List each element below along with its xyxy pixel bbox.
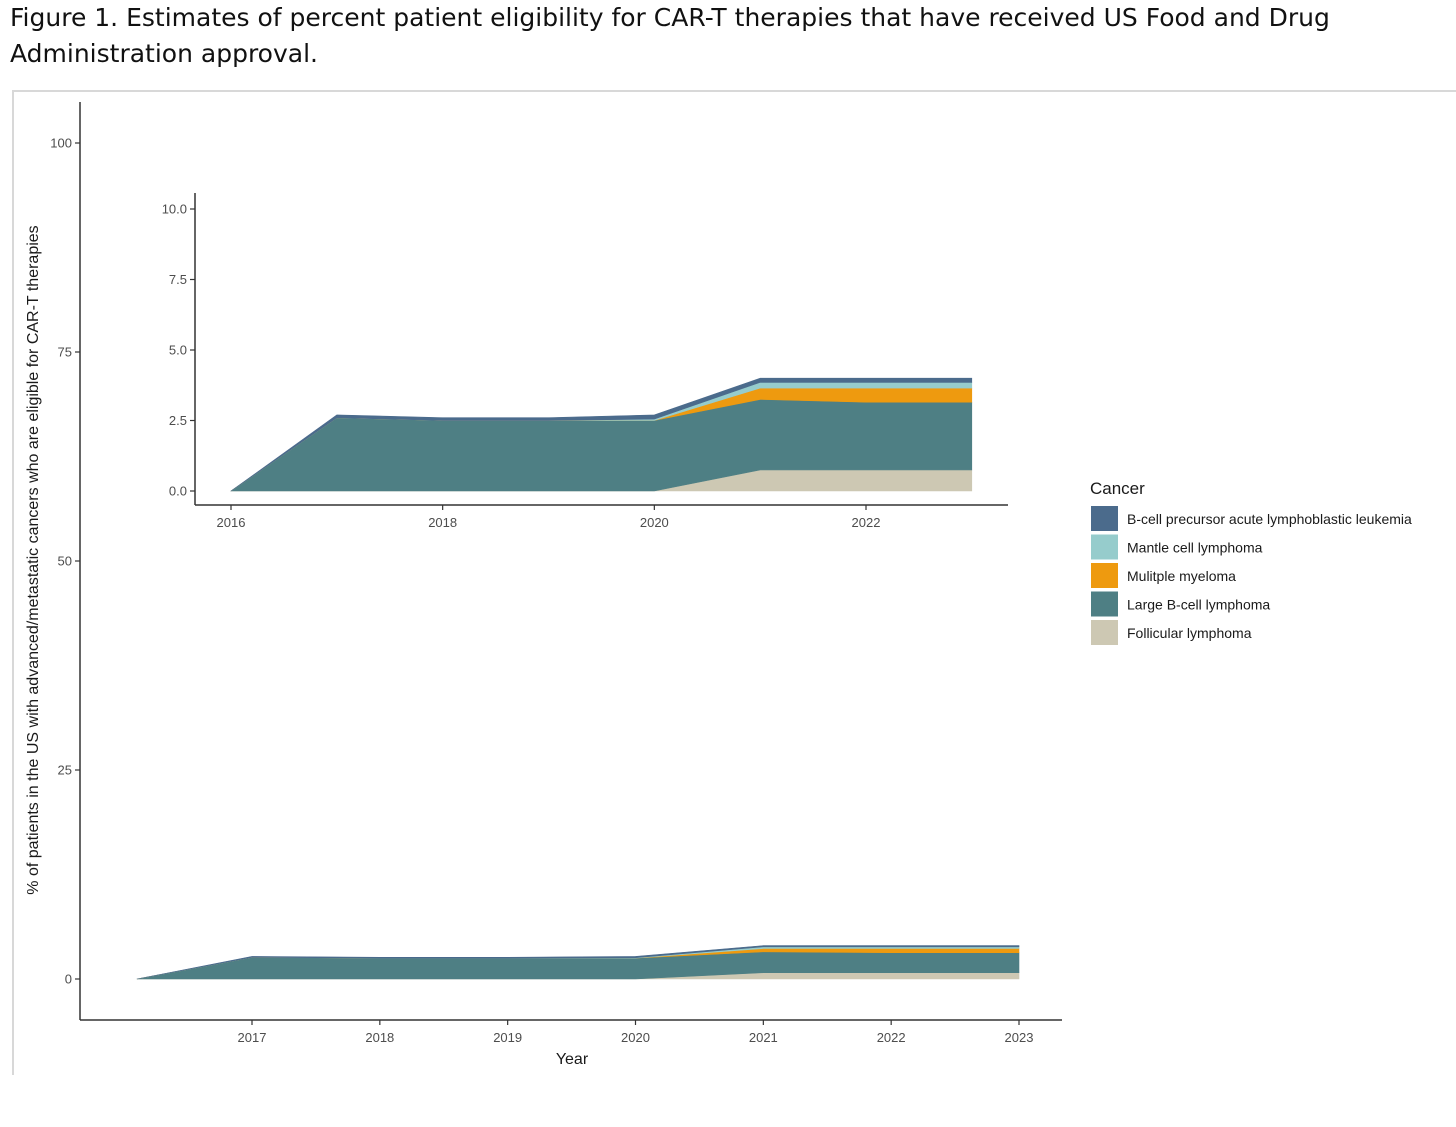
main-chart: 0 25 50 75 100 2017 2018 2019 2020 2021 2022 2023 (50, 102, 1062, 1045)
main-x-tick-label: 2020 (621, 1030, 650, 1045)
legend: Cancer B-cell precursor acute lymphoblas… (1090, 479, 1412, 645)
figure-caption: Figure 1. Estimates of percent patient e… (10, 3, 1330, 68)
legend-swatch (1091, 591, 1118, 617)
figure-frame (12, 90, 1456, 1075)
main-x-tick-label: 2022 (877, 1030, 906, 1045)
main-x-tick-label: 2017 (238, 1030, 267, 1045)
main-y-tick-label: 50 (58, 554, 72, 569)
inset-chart: 0.0 2.5 5.0 7.5 10.0 2016 2018 2020 2022 (162, 193, 1008, 530)
main-y-tick-label: 0 (65, 972, 72, 987)
legend-label: Mantle cell lymphoma (1127, 540, 1263, 556)
main-x-tick-label: 2019 (493, 1030, 522, 1045)
main-y-tick-label: 25 (58, 763, 72, 778)
inset-y-tick-label: 7.5 (169, 272, 187, 287)
main-y-tick-label: 75 (58, 345, 72, 360)
legend-label: Large B-cell lymphoma (1127, 597, 1270, 613)
inset-y-tick-label: 5.0 (169, 343, 187, 358)
inset-x-tick-label: 2020 (640, 515, 669, 530)
main-x-tick-label: 2023 (1005, 1030, 1034, 1045)
legend-swatch (1091, 506, 1118, 531)
main-y-tick-label: 100 (50, 136, 72, 151)
main-area-b-cell-precursor-acute-lymphoblastic-leukemia (136, 945, 1020, 980)
legend-swatch (1091, 534, 1118, 560)
inset-x-tick-label: 2016 (217, 515, 246, 530)
inset-area-b-cell-precursor-acute-lymphoblastic-leukemia (230, 377, 973, 492)
main-x-tick-label: 2021 (749, 1030, 778, 1045)
legend-label: Follicular lymphoma (1127, 625, 1252, 641)
legend-title: Cancer (1090, 479, 1145, 498)
legend-swatch (1091, 620, 1118, 645)
inset-y-tick-label: 2.5 (169, 413, 187, 428)
x-axis-title: Year (556, 1051, 589, 1068)
y-axis-title: % of patients in the US with advanced/me… (25, 225, 42, 894)
inset-x-tick-label: 2018 (428, 515, 457, 530)
legend-label: B-cell precursor acute lymphoblastic leu… (1127, 511, 1412, 527)
inset-y-tick-label: 0.0 (169, 484, 187, 499)
legend-label: Mulitple myeloma (1127, 568, 1236, 584)
inset-x-tick-label: 2022 (852, 515, 881, 530)
legend-swatch (1091, 563, 1118, 588)
main-x-tick-label: 2018 (365, 1030, 394, 1045)
inset-y-tick-label: 10.0 (162, 202, 187, 217)
